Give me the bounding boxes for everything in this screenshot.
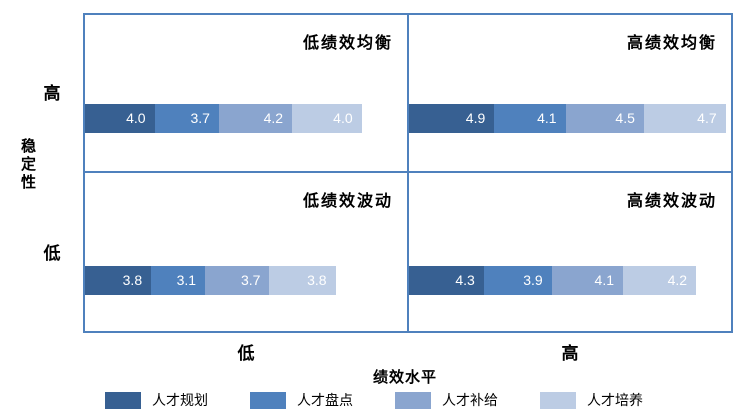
quadrant-low-performance-volatile: 低绩效波动 3.8 3.1 3.7 3.8 xyxy=(85,173,407,331)
quadrant-label: 低绩效均衡 xyxy=(302,35,393,52)
quadrant-low-performance-balanced: 低绩效均衡 4.0 3.7 4.2 4.0 xyxy=(85,15,407,171)
legend-swatch-icon xyxy=(395,391,431,409)
bar-segment: 4.2 xyxy=(218,104,293,133)
legend-label: 人才盘点 xyxy=(297,392,353,408)
legend-item-talent-training: 人才培养 xyxy=(540,390,643,410)
x-axis-tick-high: 高 xyxy=(561,344,579,363)
bar-segment: 4.0 xyxy=(85,104,155,133)
quadrant-high-performance-balanced: 高绩效均衡 4.9 4.1 4.5 4.7 xyxy=(409,15,731,171)
bar-segment: 3.9 xyxy=(483,266,552,295)
legend-label: 人才补给 xyxy=(442,392,498,408)
x-axis-title: 绩效水平 xyxy=(372,369,437,386)
quadrant-divider-vertical xyxy=(407,15,409,331)
bar-segment: 4.1 xyxy=(494,104,566,133)
legend: 人才规划 人才盘点 人才补给 人才培养 xyxy=(105,390,643,410)
bar-segment: 3.7 xyxy=(154,104,219,133)
quadrant-label: 高绩效波动 xyxy=(626,193,717,210)
legend-item-talent-supply: 人才补给 xyxy=(395,390,498,410)
bar-segment: 3.1 xyxy=(151,266,206,295)
legend-swatch-icon xyxy=(540,391,576,409)
quadrant-label: 低绩效波动 xyxy=(302,193,393,210)
y-axis-tick-high: 高 xyxy=(43,84,61,103)
bar-segment: 3.8 xyxy=(85,266,152,295)
y-axis-title: 稳定性 xyxy=(19,138,36,192)
legend-item-talent-planning: 人才规划 xyxy=(105,390,208,410)
bar-segment: 3.8 xyxy=(269,266,336,295)
x-axis-tick-low: 低 xyxy=(237,344,255,363)
bar-segment: 4.3 xyxy=(409,266,484,295)
quadrant-high-performance-volatile: 高绩效波动 4.3 3.9 4.1 4.2 xyxy=(409,173,731,331)
bar-segment: 4.2 xyxy=(623,266,697,295)
bar-segment: 4.9 xyxy=(409,104,495,133)
quadrant-divider-horizontal xyxy=(85,171,731,173)
legend-label: 人才规划 xyxy=(152,392,208,408)
stacked-bar: 3.8 3.1 3.7 3.8 xyxy=(85,266,336,295)
bar-segment: 4.7 xyxy=(643,104,726,133)
bar-segment: 4.0 xyxy=(292,104,362,133)
plot-area: 低绩效均衡 4.0 3.7 4.2 4.0 高绩效均衡 4.9 4.1 4.5 4.7 低绩… xyxy=(83,13,733,333)
stacked-bar: 4.0 3.7 4.2 4.0 xyxy=(85,104,362,133)
legend-item-talent-inventory: 人才盘点 xyxy=(250,390,353,410)
legend-swatch-icon xyxy=(250,391,286,409)
bar-segment: 4.5 xyxy=(565,104,644,133)
y-axis-tick-low: 低 xyxy=(43,244,61,263)
stacked-bar: 4.3 3.9 4.1 4.2 xyxy=(409,266,697,295)
legend-label: 人才培养 xyxy=(587,392,643,408)
bar-segment: 3.7 xyxy=(205,266,270,295)
legend-swatch-icon xyxy=(105,391,141,409)
stacked-bar: 4.9 4.1 4.5 4.7 xyxy=(409,104,726,133)
quadrant-label: 高绩效均衡 xyxy=(626,35,717,52)
bar-segment: 4.1 xyxy=(551,266,623,295)
